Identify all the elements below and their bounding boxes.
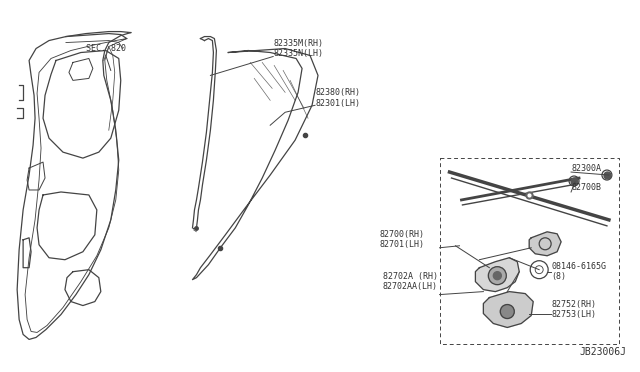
Text: 82335M(RH)
82335N(LH): 82335M(RH) 82335N(LH) — [273, 39, 323, 58]
Circle shape — [500, 305, 515, 318]
Text: 08146-6165G
(8): 08146-6165G (8) — [551, 262, 606, 281]
Text: 82700B: 82700B — [571, 183, 601, 192]
Polygon shape — [483, 292, 533, 327]
Text: 82702A (RH)
82702AA(LH): 82702A (RH) 82702AA(LH) — [383, 272, 438, 291]
Text: JB23006J: JB23006J — [580, 347, 627, 357]
Circle shape — [488, 267, 506, 285]
Text: SEC. 820: SEC. 820 — [86, 44, 126, 52]
Text: 82300A: 82300A — [571, 164, 601, 173]
Text: 82380(RH)
82301(LH): 82380(RH) 82301(LH) — [315, 89, 360, 108]
Circle shape — [493, 272, 501, 280]
Polygon shape — [476, 258, 519, 292]
Text: 82700(RH)
82701(LH): 82700(RH) 82701(LH) — [380, 230, 425, 249]
Polygon shape — [529, 232, 561, 256]
Text: 82752(RH)
82753(LH): 82752(RH) 82753(LH) — [551, 299, 596, 319]
